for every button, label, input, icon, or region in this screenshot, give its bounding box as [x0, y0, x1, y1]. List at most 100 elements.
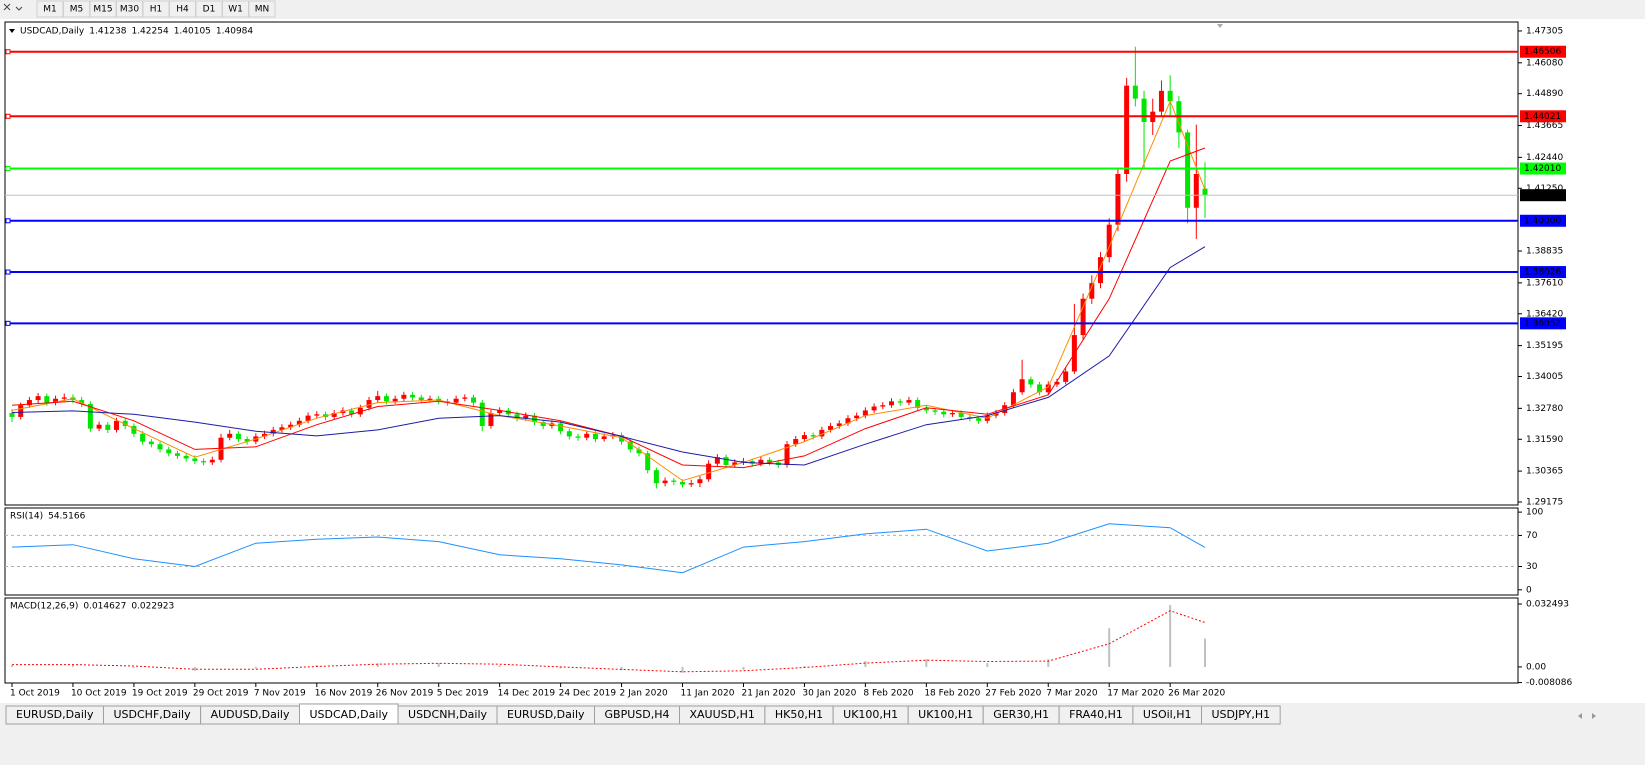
candle-body: [192, 458, 198, 462]
candle-body: [392, 398, 398, 402]
x-tick-label: 24 Dec 2019: [559, 689, 617, 699]
menu-arrow: [9, 29, 15, 33]
candle-body: [201, 461, 207, 463]
candle-body: [296, 420, 302, 425]
last-price-box: [1520, 189, 1566, 202]
level-label-box: [1520, 45, 1566, 58]
histogram-bar: [315, 664, 318, 667]
candle-body: [845, 418, 851, 424]
candle-body: [1158, 90, 1164, 112]
candle-body: [627, 441, 633, 450]
histogram-bar: [1047, 659, 1050, 667]
level-label: 1.38026: [1524, 268, 1561, 278]
candle-body: [1098, 257, 1104, 284]
candle-body: [784, 444, 790, 465]
indicator-header: 0.014627: [83, 602, 126, 612]
candle-body: [793, 439, 799, 445]
y-tick-label: 1.42440: [1526, 153, 1563, 163]
x-tick-label: 26 Nov 2019: [376, 689, 434, 699]
candle-body: [915, 400, 921, 408]
candle-body: [993, 413, 999, 416]
candle-body: [331, 413, 337, 417]
candle-body: [758, 459, 764, 464]
histogram-bar: [11, 664, 13, 667]
y-tick-label: 1.37610: [1526, 278, 1563, 288]
candle-body: [862, 410, 868, 416]
indicator-line: [12, 610, 1206, 673]
candle-body: [148, 441, 154, 445]
candle-body: [889, 401, 895, 406]
candle-body: [383, 396, 389, 402]
chart-header: 1.42254: [131, 27, 168, 37]
indicator-header: 0.022923: [131, 602, 174, 612]
y-tick-label: 1.32780: [1526, 404, 1563, 414]
y-tick-label: 1.34005: [1526, 372, 1563, 382]
candle-body: [488, 413, 494, 427]
shift-marker: [1217, 24, 1223, 28]
chart-header: 1.40105: [174, 27, 211, 37]
indicator-line: [11, 246, 1206, 466]
candle-body: [697, 479, 703, 484]
tab-label: UK100,H1: [843, 708, 898, 721]
x-tick-label: 14 Dec 2019: [498, 689, 556, 699]
x-tick-label: 16 Nov 2019: [315, 689, 373, 699]
tab-label: FRA40,H1: [1069, 708, 1123, 721]
tab-label: USDCHF,Daily: [113, 708, 191, 721]
candle-body: [671, 480, 677, 482]
tab[interactable]: [1201, 705, 1281, 725]
candle-body: [140, 433, 146, 442]
indicator-header: 54.5166: [48, 512, 85, 522]
candle-body: [1132, 85, 1138, 99]
y-tick-label: 1.29175: [1526, 498, 1563, 508]
candle-body: [9, 413, 15, 417]
candle-body: [688, 483, 694, 485]
candle-body: [976, 418, 982, 421]
candle-body: [706, 463, 712, 480]
y-tick-label: 1.38835: [1526, 247, 1563, 257]
candle-body: [305, 415, 311, 421]
y-tick-label: 1.47305: [1526, 26, 1563, 36]
candle-body: [558, 423, 564, 432]
histogram-bar: [559, 666, 562, 669]
candle-body: [131, 426, 137, 434]
chart-header: USDCAD,Daily: [20, 27, 85, 37]
candle-body: [227, 433, 233, 438]
tab-scroll: [1578, 713, 1596, 719]
histogram-bar: [437, 663, 440, 667]
candle-body: [401, 394, 407, 399]
histogram-bar: [864, 661, 867, 667]
candle-body: [410, 394, 416, 398]
y-tick-label: 1.36420: [1526, 309, 1563, 319]
candle-body: [680, 481, 686, 485]
indicator-header: RSI(14): [10, 512, 43, 522]
candle-body: [462, 397, 468, 399]
level-label: 1.46506: [1524, 47, 1561, 57]
candle-body: [1019, 379, 1025, 393]
y-tick-label: 100: [1526, 508, 1543, 518]
x-tick-label: 30 Jan 2020: [802, 689, 856, 699]
histogram-bar: [254, 666, 257, 669]
y-tick-label: 70: [1526, 531, 1538, 541]
timeframe-label: H1: [150, 5, 163, 15]
tab-label: XAUUSD,H1: [690, 708, 755, 721]
level-label-box: [1520, 214, 1566, 227]
candle-body: [61, 397, 67, 399]
y-tick-label: 1.43665: [1526, 121, 1563, 131]
timeframe-button[interactable]: [248, 0, 276, 18]
candle-body: [427, 398, 433, 401]
x-tick-label: 29 Oct 2019: [193, 689, 249, 699]
x-tick-label: 21 Jan 2020: [741, 689, 795, 699]
candle-body: [714, 457, 720, 464]
level-label-box: [1520, 162, 1566, 175]
candle-body: [1141, 98, 1147, 123]
candle-body: [1054, 381, 1060, 385]
candle-body: [262, 433, 268, 437]
x-tick-label: 5 Dec 2019: [437, 689, 489, 699]
last-price-label: 1.40984: [1524, 191, 1561, 201]
candle-body: [357, 407, 363, 415]
histogram-bar: [71, 664, 74, 667]
candle-body: [497, 410, 503, 414]
candle-body: [288, 424, 294, 428]
y-tick-label: 0.00: [1526, 662, 1546, 672]
candle-body: [619, 435, 625, 442]
